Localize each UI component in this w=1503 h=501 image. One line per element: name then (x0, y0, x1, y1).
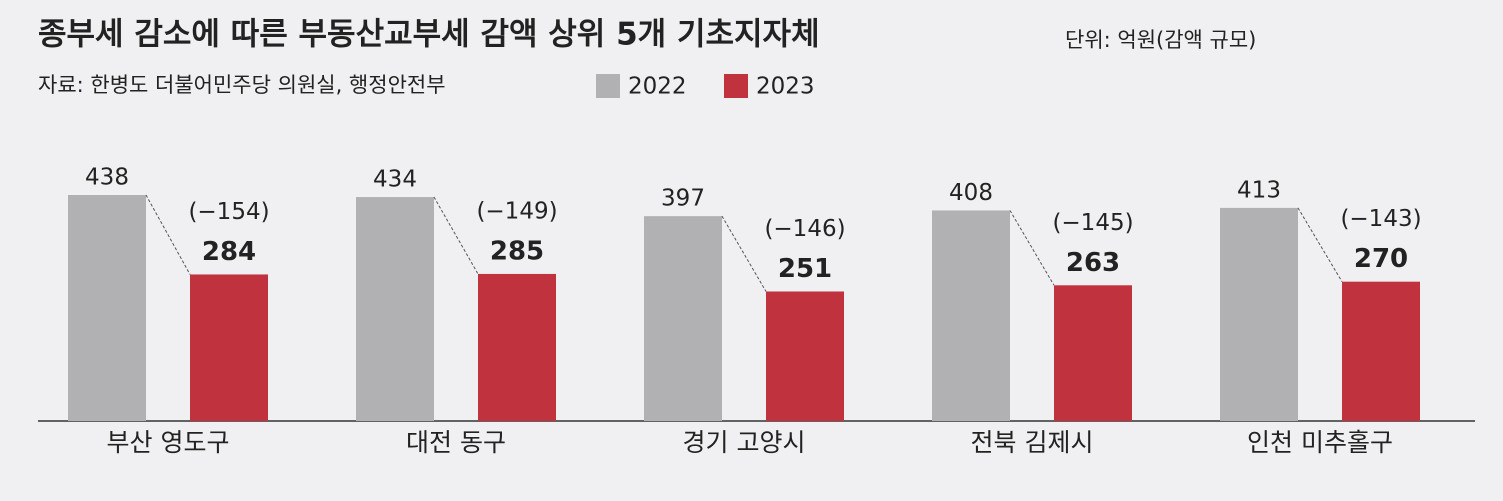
change-label: (−154) (188, 199, 269, 225)
value-label: 438 (85, 164, 129, 190)
bar (1054, 285, 1132, 421)
unit-note: 단위: 억원(감액 규모) (1065, 28, 1256, 52)
x-tick-label: 부산 영도구 (107, 428, 230, 457)
change-label: (−149) (476, 198, 557, 224)
bar (1342, 281, 1420, 421)
value-label: 413 (1237, 177, 1281, 203)
chart-title: 종부세 감소에 따른 부동산교부세 감액 상위 5개 기초지자체 (38, 17, 820, 53)
bar (68, 194, 146, 421)
bar (932, 210, 1010, 421)
bar (766, 291, 844, 421)
change-connector (721, 215, 767, 292)
legend-swatch (596, 74, 620, 98)
bar (190, 274, 268, 421)
x-tick-label: 대전 동구 (406, 428, 506, 457)
bar (1220, 207, 1298, 421)
change-connector (1297, 207, 1343, 282)
source: 자료: 한병도 더불어민주당 의원실, 행정안전부 (38, 73, 446, 97)
change-label: (−145) (1052, 210, 1133, 236)
legend-label: 2023 (756, 74, 815, 100)
change-label: (−146) (764, 216, 845, 242)
value-label: 434 (373, 167, 417, 193)
value-label: 263 (1066, 248, 1120, 278)
x-tick-label: 전북 김제시 (971, 428, 1094, 457)
legend-swatch (724, 74, 748, 98)
bar (644, 216, 722, 421)
value-label: 284 (202, 237, 256, 267)
bar (478, 273, 556, 421)
change-label: (−143) (1340, 206, 1421, 232)
change-connector (145, 194, 191, 275)
x-tick-label: 인천 미추홀구 (1247, 428, 1393, 457)
legend-label: 2022 (628, 74, 687, 100)
value-label: 285 (490, 236, 544, 266)
change-connector (1009, 210, 1055, 286)
value-label: 397 (661, 186, 705, 212)
value-label: 408 (949, 180, 993, 206)
value-label: 251 (778, 254, 832, 284)
bar (356, 197, 434, 421)
x-tick-label: 경기 고양시 (683, 428, 806, 457)
value-label: 270 (1354, 244, 1408, 274)
